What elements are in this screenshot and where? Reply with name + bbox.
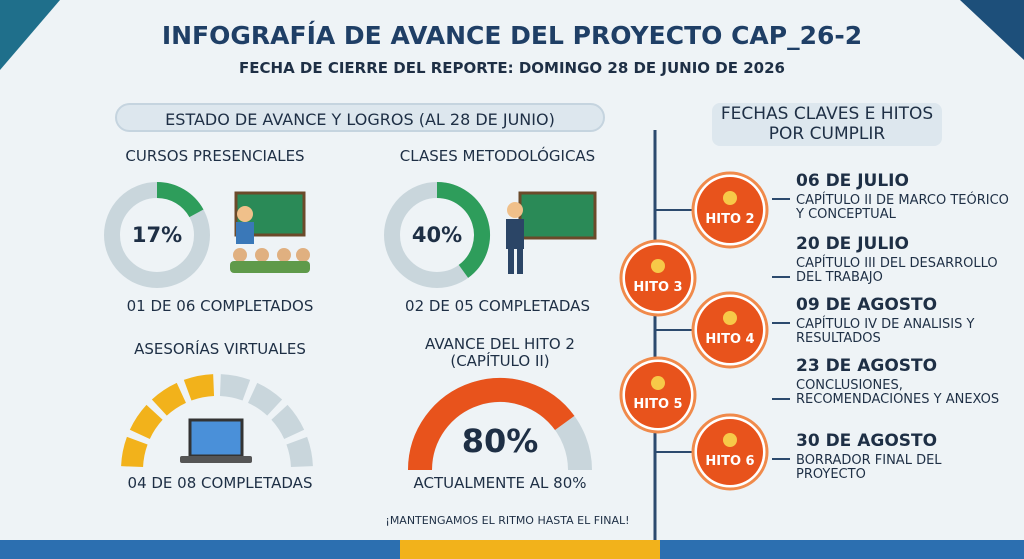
- milestone: [697, 419, 763, 485]
- milestone: [697, 297, 763, 363]
- timeline-title: FECHAS CLAVES E HITOS POR CUMPLIR: [712, 103, 942, 147]
- caption: ACTUALMENTE AL 80%: [413, 474, 587, 492]
- percent-label: 40%: [411, 223, 463, 247]
- bulb-icon: [723, 311, 737, 325]
- event-description: CAPÍTULO IV DE ANALISIS Y RESULTADOS: [796, 317, 975, 347]
- corner-decoration: [960, 0, 1024, 60]
- event-date: 23 DE AGOSTO: [796, 356, 938, 376]
- corner-decoration: [0, 0, 60, 70]
- laptop-icon: [180, 418, 252, 463]
- classroom-icon: [230, 191, 310, 273]
- event-date: 09 DE AGOSTO: [796, 295, 938, 315]
- segment: [183, 374, 215, 401]
- caption: 02 DE 05 COMPLETADAS: [405, 297, 590, 315]
- milestone-label: HITO 3: [633, 280, 683, 295]
- event-date: 30 DE AGOSTO: [796, 431, 938, 451]
- segment: [151, 382, 187, 416]
- milestone: [625, 245, 691, 311]
- donut-arc: [436, 182, 490, 278]
- item-label: CLASES METODOLÓGICAS: [399, 147, 596, 165]
- segment: [129, 404, 163, 440]
- segment: [271, 404, 305, 440]
- milestone: [697, 177, 763, 243]
- gauge-arc: [408, 378, 575, 471]
- item-label: CURSOS PRESENCIALES: [125, 147, 305, 165]
- event-description: BORRADOR FINAL DEL PROYECTO: [796, 453, 942, 483]
- event-date: 20 DE JULIO: [796, 234, 909, 254]
- milestone-label: HITO 5: [633, 397, 683, 412]
- bulb-icon: [651, 376, 665, 390]
- event-description: CAPÍTULO III DEL DESARROLLO DEL TRABAJO: [796, 256, 998, 286]
- teacher-icon: [506, 191, 597, 274]
- percent-label: 17%: [131, 223, 183, 247]
- bottom-band: [400, 540, 660, 559]
- segment: [247, 382, 283, 416]
- milestone-label: HITO 6: [705, 454, 755, 469]
- segment: [286, 436, 313, 468]
- milestone-label: HITO 2: [705, 212, 755, 227]
- item-label: AVANCE DEL HITO 2 (CAPÍTULO II): [425, 335, 575, 371]
- segment: [219, 374, 251, 401]
- caption: 04 DE 08 COMPLETADAS: [127, 474, 313, 492]
- footer: ¡MANTENGAMOS EL RITMO HASTA EL FINAL!: [385, 514, 630, 527]
- event-description: CAPÍTULO II DE MARCO TEÓRICO Y CONCEPTUA…: [796, 193, 1009, 223]
- percent-label: 80%: [461, 422, 539, 460]
- event-date: 06 DE JULIO: [796, 171, 909, 191]
- item-label: ASESORÍAS VIRTUALES: [134, 340, 306, 358]
- donut-arc: [156, 182, 204, 218]
- section-title: ESTADO DE AVANCE Y LOGROS (AL 28 DE JUNI…: [115, 103, 605, 132]
- bulb-icon: [723, 191, 737, 205]
- milestone: [625, 362, 691, 428]
- bulb-icon: [723, 433, 737, 447]
- caption: 01 DE 06 COMPLETADOS: [126, 297, 314, 315]
- segment: [121, 436, 148, 468]
- event-description: CONCLUSIONES, RECOMENDACIONES Y ANEXOS: [796, 378, 1000, 408]
- milestone-label: HITO 4: [705, 332, 755, 347]
- bulb-icon: [651, 259, 665, 273]
- subtitle: FECHA DE CIERRE DEL REPORTE: DOMINGO 28 …: [239, 59, 785, 77]
- title: INFOGRAFÍA DE AVANCE DEL PROYECTO CAP_26…: [161, 21, 863, 50]
